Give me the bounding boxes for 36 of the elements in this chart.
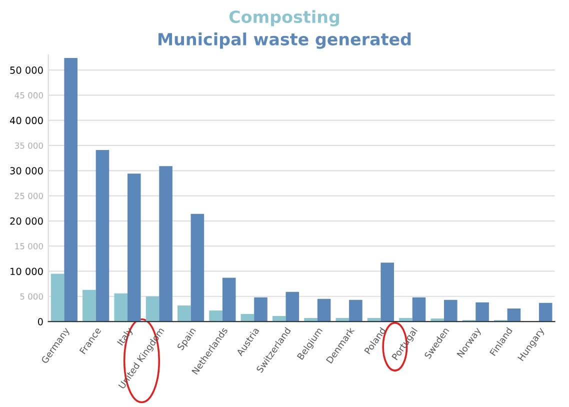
bar	[222, 278, 236, 322]
bar	[240, 314, 254, 322]
bar	[538, 302, 552, 322]
bar	[127, 174, 141, 322]
y-tick-label: 45 000	[14, 92, 43, 98]
bar	[507, 308, 521, 322]
bar	[190, 214, 204, 322]
bar	[349, 300, 362, 322]
text: Municipal waste generated	[158, 32, 411, 49]
bar	[64, 58, 78, 322]
y-tick-label: 0	[38, 318, 43, 326]
bar	[412, 297, 426, 322]
bar	[146, 296, 160, 322]
y-tick-label: 25 000	[14, 192, 43, 200]
bar	[50, 274, 64, 322]
bar	[286, 292, 300, 322]
bar	[444, 300, 458, 322]
y-tick-label: 30 000	[10, 167, 43, 174]
bar	[380, 262, 394, 322]
bar	[178, 305, 191, 322]
y-tick-label: 35 000	[14, 142, 43, 149]
y-tick-label: 10 000	[10, 268, 43, 276]
bar	[82, 290, 96, 322]
y-tick-label: 5 000	[20, 293, 43, 300]
y-tick-label: 15 000	[15, 243, 43, 250]
text: Composting	[229, 10, 340, 26]
bar	[114, 293, 128, 322]
bar	[476, 302, 489, 322]
y-tick-label: 40 000	[10, 116, 43, 124]
bar	[254, 297, 268, 322]
bar	[96, 150, 110, 322]
y-tick-label: 50 000	[10, 66, 43, 74]
bar	[159, 166, 172, 322]
bar	[209, 310, 222, 322]
y-tick-label: 20 000	[10, 217, 43, 225]
bar	[317, 298, 331, 322]
